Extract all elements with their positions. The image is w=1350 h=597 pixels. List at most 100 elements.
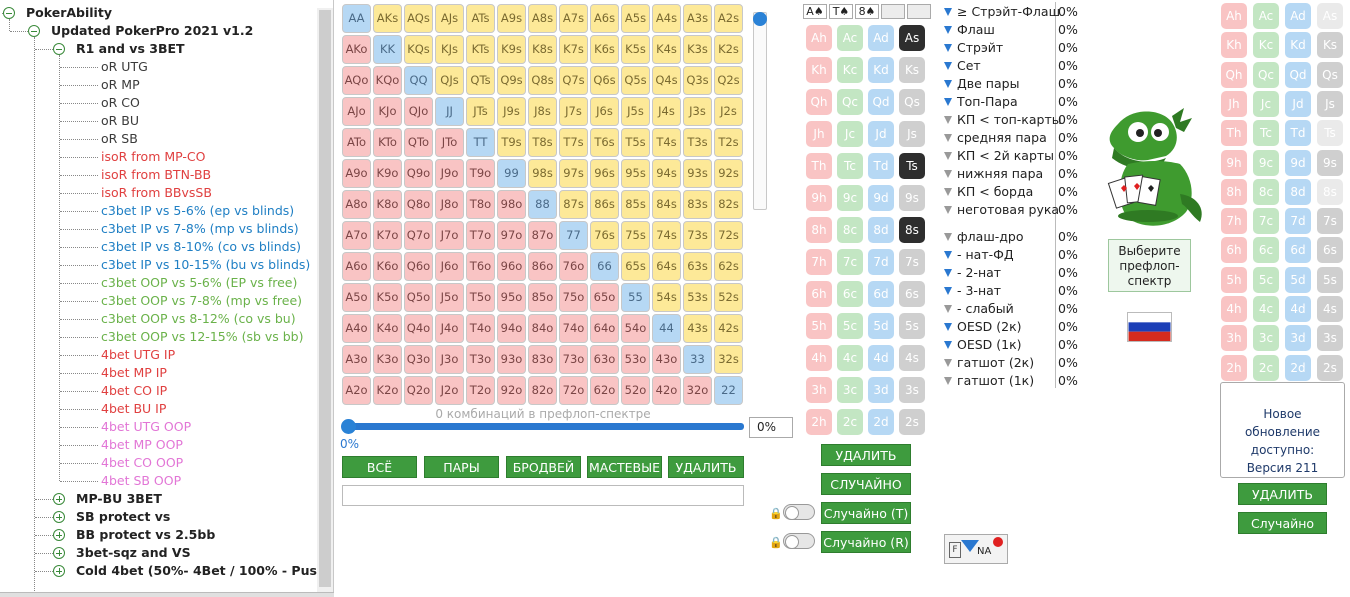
hand-cell[interactable]: 95o	[497, 283, 526, 312]
hand-cell[interactable]: QJs	[435, 66, 464, 95]
filter-funnel-icon[interactable]	[944, 250, 952, 259]
board-card-button[interactable]: Jc	[837, 121, 863, 147]
hand-cell[interactable]: A8s	[528, 4, 557, 33]
right-random-button[interactable]: Случайно	[1238, 512, 1327, 534]
hand-cell[interactable]: A3s	[683, 4, 712, 33]
expand-icon[interactable]	[53, 547, 65, 559]
filter-funnel-icon[interactable]	[944, 43, 952, 52]
hand-cell[interactable]: 72o	[559, 376, 588, 405]
filter-funnel-icon[interactable]	[944, 169, 952, 178]
dead-card-button[interactable]: 5s	[1317, 266, 1343, 293]
tree-leaf[interactable]: oR SB	[101, 131, 138, 146]
hand-cell[interactable]: K5o	[373, 283, 402, 312]
hand-cell[interactable]: K9o	[373, 159, 402, 188]
stat-row[interactable]: OESD (1к)	[944, 336, 1022, 354]
lock-toggle-t[interactable]	[783, 504, 815, 520]
hand-cell[interactable]: Q4o	[404, 314, 433, 343]
dead-card-button[interactable]: Kc	[1253, 32, 1279, 59]
hand-cell[interactable]: T8o	[466, 190, 495, 219]
tree-root[interactable]: PokerAbility	[26, 5, 112, 20]
dead-card-button[interactable]: 2s	[1317, 354, 1343, 381]
hand-cell[interactable]: 63o	[590, 345, 619, 374]
dead-card-button[interactable]: 2d	[1285, 354, 1311, 381]
board-card-button[interactable]: 7d	[868, 249, 894, 275]
filter-funnel-icon[interactable]	[944, 133, 952, 142]
hand-cell[interactable]: 54o	[621, 314, 650, 343]
board-card-button[interactable]: Ts	[899, 153, 925, 179]
hand-cell[interactable]: A7o	[342, 221, 371, 250]
tree-folder-collapsed[interactable]: 3bet-sqz and VS	[76, 545, 191, 560]
filter-funnel-icon[interactable]	[944, 7, 952, 16]
hand-cell[interactable]: 98s	[528, 159, 557, 188]
dead-card-button[interactable]: 6s	[1317, 237, 1343, 264]
filter-funnel-icon[interactable]	[944, 205, 952, 214]
board-card-button[interactable]: 6h	[806, 281, 832, 307]
hand-cell[interactable]: Q7o	[404, 221, 433, 250]
tree-folder-collapsed[interactable]: MP-BU 3BET	[76, 491, 162, 506]
filter-funnel-icon[interactable]	[944, 115, 952, 124]
dead-card-button[interactable]: 4h	[1221, 296, 1247, 322]
hand-cell[interactable]: T3o	[466, 345, 495, 374]
board-random-button[interactable]: СЛУЧАЙНО	[821, 473, 911, 495]
tree-leaf[interactable]: isoR from MP-CO	[101, 149, 206, 164]
hand-cell[interactable]: 83o	[528, 345, 557, 374]
hand-cell[interactable]: AQs	[404, 4, 433, 33]
dead-card-button[interactable]: Ac	[1253, 3, 1279, 29]
dead-card-button[interactable]: 2h	[1221, 354, 1247, 381]
hand-cell[interactable]: 84s	[652, 190, 681, 219]
hand-cell[interactable]: AA	[342, 4, 371, 33]
hand-cell[interactable]: T3s	[683, 128, 712, 157]
hand-cell[interactable]: K4s	[652, 35, 681, 64]
hand-cell[interactable]: 94s	[652, 159, 681, 188]
tree-leaf[interactable]: isoR from BBvsSB	[101, 185, 212, 200]
hand-cell[interactable]: JTs	[466, 97, 495, 126]
tree-leaf[interactable]: 4bet BU IP	[101, 401, 167, 416]
filter-funnel-icon[interactable]	[944, 358, 952, 367]
range-slider-knob[interactable]	[341, 419, 356, 434]
tree-scrollbar-thumb[interactable]	[319, 10, 331, 587]
filter-funnel-icon[interactable]	[944, 187, 952, 196]
hand-cell[interactable]: A8o	[342, 190, 371, 219]
stat-row[interactable]: Сет	[944, 57, 981, 75]
hand-cell[interactable]: 64s	[652, 252, 681, 281]
russian-flag-icon[interactable]	[1127, 312, 1172, 342]
dead-card-button[interactable]: Qh	[1221, 61, 1247, 88]
filter-funnel-icon[interactable]	[944, 286, 952, 295]
hand-cell[interactable]: A2o	[342, 376, 371, 405]
stat-row[interactable]: - 2-нат	[944, 264, 1001, 282]
tree-leaf[interactable]: c3bet IP vs 7-8% (mp vs blinds)	[101, 221, 299, 236]
stat-row[interactable]: КП < топ-карты	[944, 111, 1062, 129]
filter-funnel-icon[interactable]	[944, 79, 952, 88]
stat-row[interactable]: КП < борда	[944, 183, 1033, 201]
hand-cell[interactable]: 63s	[683, 252, 712, 281]
filter-funnel-icon[interactable]	[944, 97, 952, 106]
tree-leaf[interactable]: c3bet OOP vs 12-15% (sb vs bb)	[101, 329, 304, 344]
hand-cell[interactable]: ATs	[466, 4, 495, 33]
hand-cell[interactable]: A7s	[559, 4, 588, 33]
range-percent-slider[interactable]	[346, 423, 744, 430]
hand-cell[interactable]: 98o	[497, 190, 526, 219]
hand-cell[interactable]: J4o	[435, 314, 464, 343]
hand-cell[interactable]: KTo	[373, 128, 402, 157]
dead-card-button[interactable]: 4d	[1285, 296, 1311, 322]
hand-cell[interactable]: 99	[497, 159, 526, 188]
board-card-button[interactable]: 9s	[899, 185, 925, 211]
suited-button[interactable]: МАСТЕВЫЕ	[587, 456, 662, 478]
hand-cell[interactable]: 74o	[559, 314, 588, 343]
hand-cell[interactable]: J8o	[435, 190, 464, 219]
hand-cell[interactable]: K7o	[373, 221, 402, 250]
hand-cell[interactable]: ATo	[342, 128, 371, 157]
hand-cell[interactable]: Q8o	[404, 190, 433, 219]
tree-leaf[interactable]: 4bet UTG OOP	[101, 419, 192, 434]
tree-leaf[interactable]: 4bet MP IP	[101, 365, 167, 380]
hand-cell[interactable]: J4s	[652, 97, 681, 126]
hand-cell[interactable]: A9s	[497, 4, 526, 33]
dead-card-button[interactable]: 8s	[1317, 178, 1343, 205]
stat-row[interactable]: OESD (2к)	[944, 318, 1022, 336]
board-card-button[interactable]: Kh	[806, 57, 832, 83]
hand-cell[interactable]: 97o	[497, 221, 526, 250]
hand-cell[interactable]: 73o	[559, 345, 588, 374]
range-text-field[interactable]	[342, 485, 744, 506]
dead-card-button[interactable]: 5h	[1221, 266, 1247, 293]
hand-cell[interactable]: A5s	[621, 4, 650, 33]
